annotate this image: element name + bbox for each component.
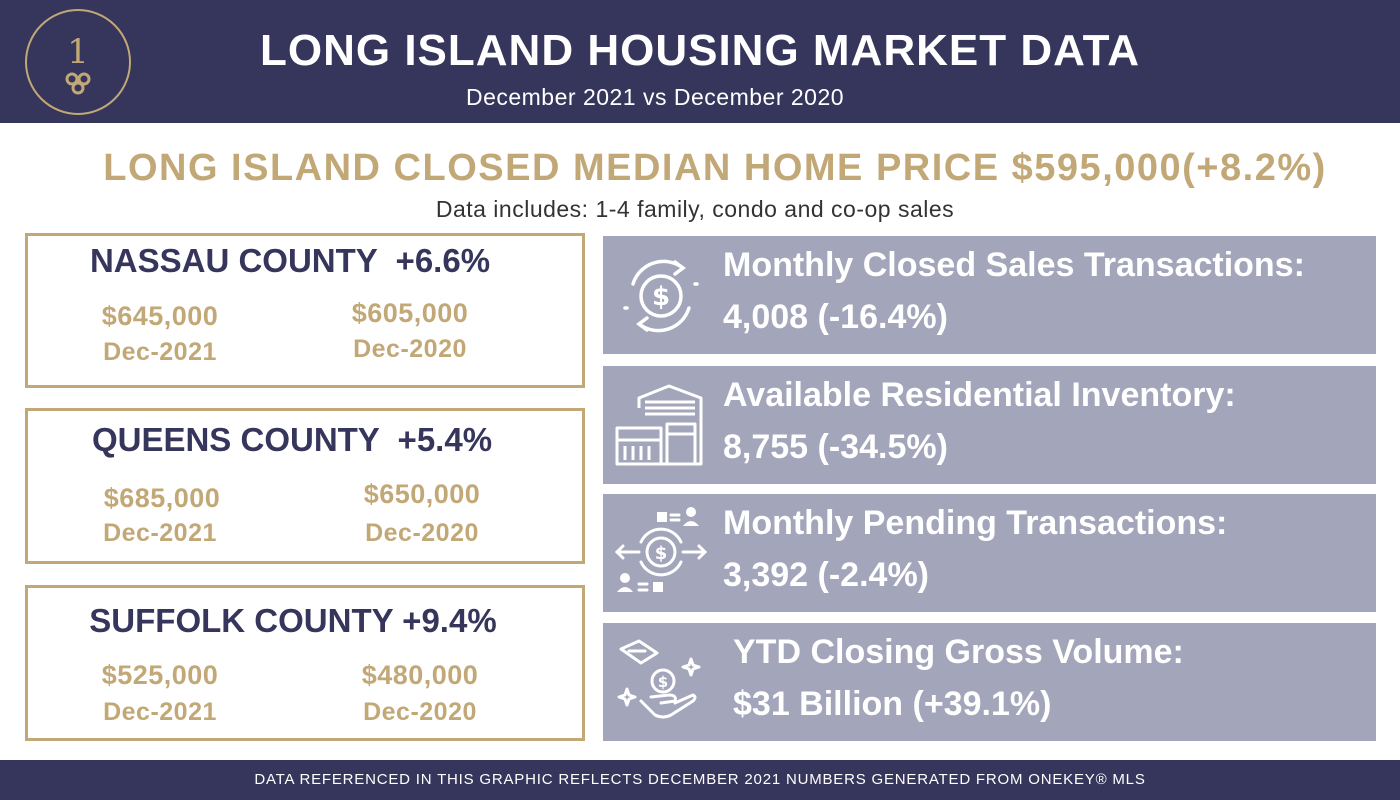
county-name: SUFFOLK COUNTY +9.4% (89, 602, 497, 639)
page-subtitle: December 2021 vs December 2020 (465, 84, 845, 110)
svg-text:$: $ (658, 673, 668, 691)
dollar-cycle-icon: $ (611, 246, 711, 346)
prior-price: $480,000 (361, 660, 479, 690)
key-1-logo-icon: 1 (25, 9, 131, 115)
county-card-suffolk: SUFFOLK COUNTY +9.4% $525,000 Dec-2021 $… (25, 585, 585, 741)
current-price: $645,000 (101, 301, 219, 331)
prior-label: Dec-2020 (365, 519, 479, 547)
prior-price: $605,000 (351, 298, 469, 328)
county-name: QUEENS COUNTY +5.4% (91, 421, 493, 458)
header-banner: 1 LONG ISLAND HOUSING MARKET DATA Decemb… (0, 0, 1400, 123)
current-label: Dec-2021 (103, 519, 217, 547)
stat-label: Available Residential Inventory: (723, 376, 1236, 414)
current-price: $525,000 (101, 660, 219, 690)
stat-value: 3,392 (-2.4%) (723, 556, 929, 594)
warehouse-icon (611, 376, 711, 476)
stat-value: $31 Billion (+39.1%) (733, 685, 1052, 723)
county-card-nassau: NASSAU COUNTY +6.6% $645,000 Dec-2021 $6… (25, 233, 585, 388)
stat-closed-sales: $ Monthly Closed Sales Transactions: 4,0… (603, 236, 1376, 354)
stat-pending: $ Monthly Pending Transactions: 3,392 (-… (603, 494, 1376, 612)
county-card-queens: QUEENS COUNTY +5.4% $685,000 Dec-2021 $6… (25, 408, 585, 564)
prior-label: Dec-2020 (353, 335, 467, 363)
svg-text:$: $ (652, 282, 670, 312)
stat-label: YTD Closing Gross Volume: (733, 633, 1184, 671)
stat-value: 8,755 (-34.5%) (723, 428, 948, 466)
stat-label: Monthly Pending Transactions: (723, 504, 1228, 542)
current-label: Dec-2021 (103, 338, 217, 366)
prior-label: Dec-2020 (363, 698, 477, 726)
stat-label: Monthly Closed Sales Transactions: (723, 246, 1305, 284)
page-title: LONG ISLAND HOUSING MARKET DATA (260, 26, 1140, 75)
svg-text:1: 1 (67, 32, 89, 72)
footer-disclaimer: DATA REFERENCED IN THIS GRAPHIC REFLECTS… (0, 760, 1400, 800)
prior-price: $650,000 (363, 479, 481, 509)
stat-value: 4,008 (-16.4%) (723, 298, 948, 336)
stat-gross-volume: $ YTD Closing Gross Volume: $31 Billion … (603, 623, 1376, 741)
svg-text:$: $ (655, 543, 668, 564)
stat-inventory: Available Residential Inventory: 8,755 (… (603, 366, 1376, 484)
money-transfer-icon: $ (611, 502, 711, 602)
county-name: NASSAU COUNTY +6.6% (89, 242, 491, 279)
money-hand-icon: $ (611, 631, 711, 731)
median-price-headline: LONG ISLAND CLOSED MEDIAN HOME PRICE $59… (103, 147, 1327, 189)
current-price: $685,000 (103, 483, 221, 513)
data-note: Data includes: 1-4 family, condo and co-… (435, 196, 955, 222)
current-label: Dec-2021 (103, 698, 217, 726)
